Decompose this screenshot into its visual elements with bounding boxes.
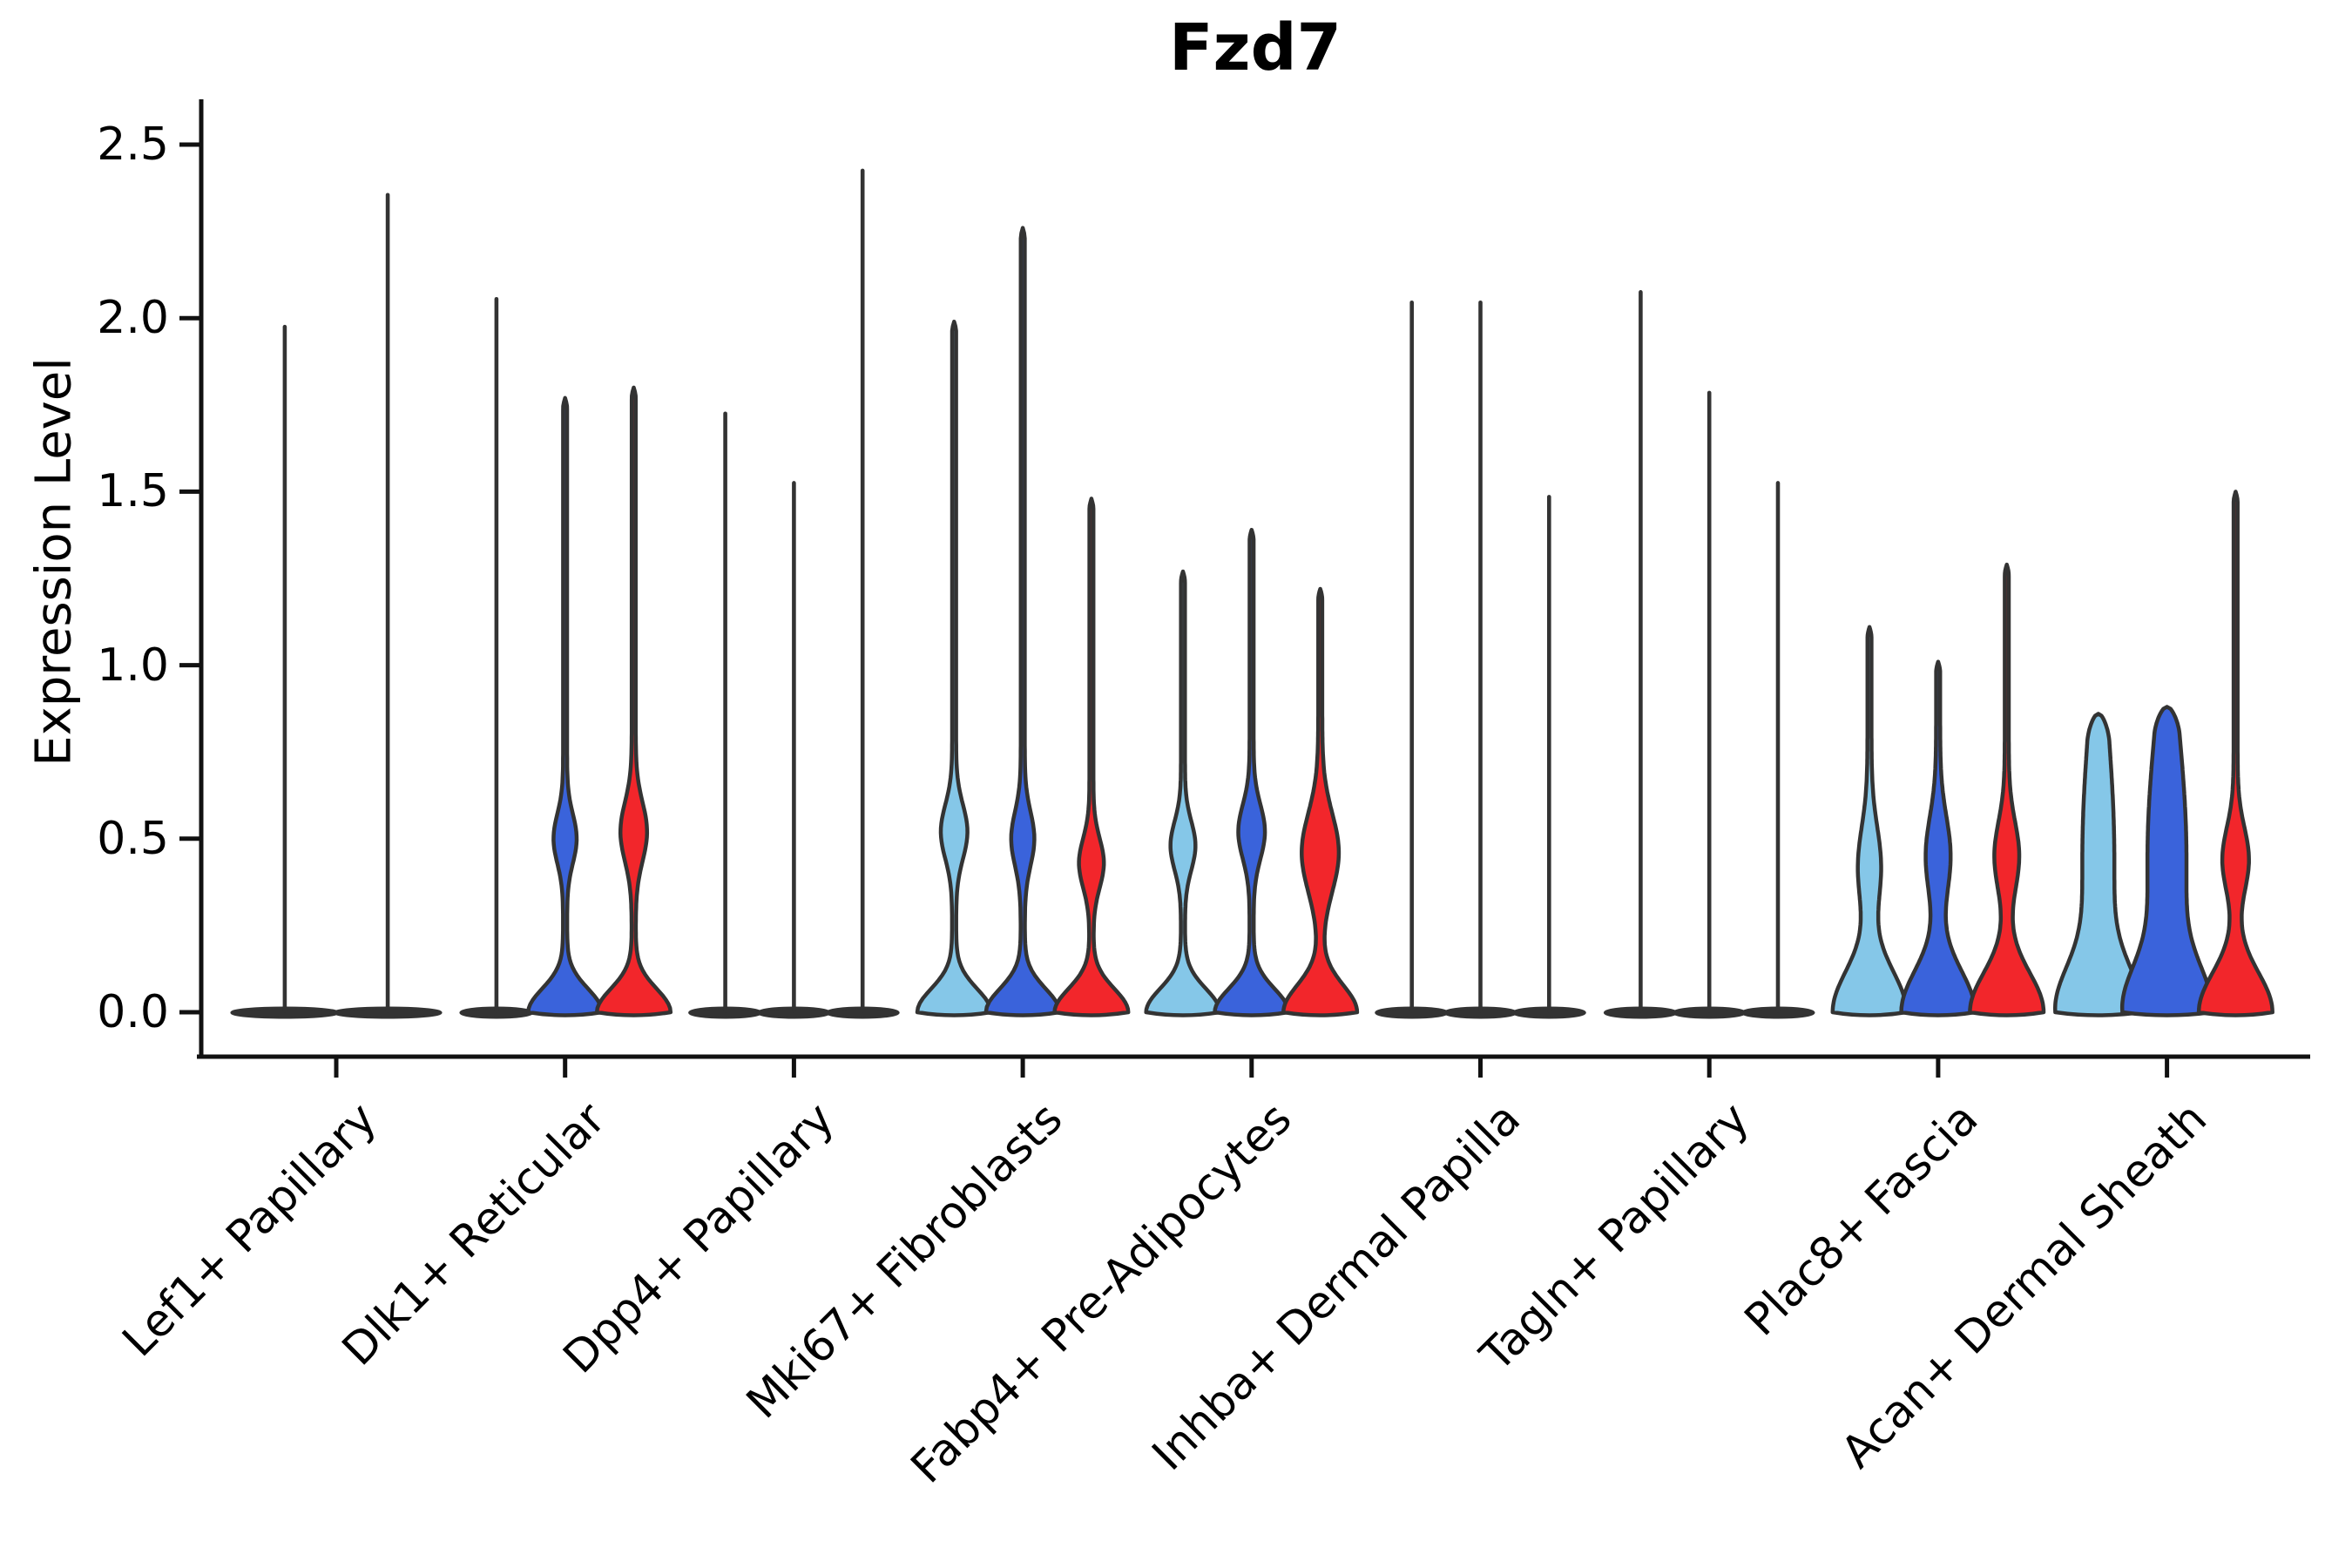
violin-9-light-blue: [2052, 712, 2144, 1017]
y-tick-label: 1.0: [97, 639, 169, 692]
chart-title: Fzd7: [1168, 10, 1342, 85]
violin-8-dark-blue: [1899, 659, 1977, 1017]
violin-4-light-blue: [915, 319, 993, 1017]
y-tick-label: 0.5: [97, 812, 169, 865]
violin-9-dark-blue: [2119, 705, 2214, 1017]
y-tick-label: 0.0: [97, 986, 169, 1038]
violin-5-red: [1281, 586, 1360, 1017]
y-tick-label: 2.5: [97, 118, 169, 171]
y-tick-label: 2.0: [97, 292, 169, 345]
violin-4-red: [1052, 497, 1131, 1017]
violin-2-red: [594, 385, 673, 1017]
violin-2-dark-blue: [526, 395, 605, 1017]
y-tick-label: 1.5: [97, 465, 169, 518]
violin-8-light-blue: [1830, 625, 1909, 1017]
violin-9-red: [2196, 490, 2274, 1017]
violin-8-red: [1968, 562, 2046, 1017]
violin-5-light-blue: [1144, 569, 1222, 1017]
violin-4-dark-blue: [983, 226, 1062, 1017]
violin-5-dark-blue: [1213, 527, 1291, 1017]
